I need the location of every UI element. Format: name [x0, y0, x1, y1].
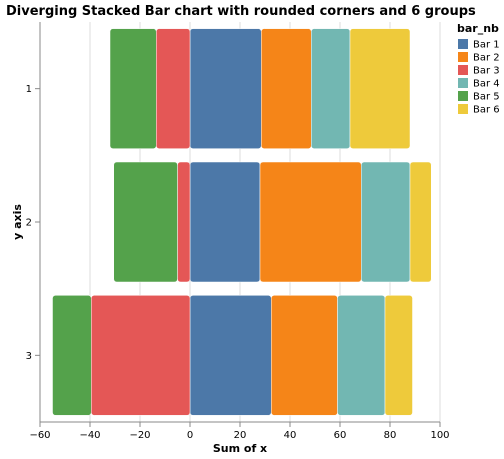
x-tick-label: −60 [29, 430, 50, 441]
y-axis-title: y axis [11, 204, 24, 240]
y-axis: 1 2 3 [26, 22, 41, 422]
legend-label: Bar 6 [473, 105, 500, 116]
legend-swatch [458, 39, 468, 49]
bar-bar-2-category-1 [261, 28, 312, 149]
legend-title: bar_nb [457, 22, 499, 35]
bar-bar-2-category-3 [271, 295, 338, 416]
bar-bar-5-category-2 [113, 161, 178, 283]
x-tick-label: 100 [430, 430, 449, 441]
bar-bar-3-category-3 [91, 295, 191, 416]
x-tick-label: 40 [284, 430, 297, 441]
x-tick-label: 60 [334, 430, 347, 441]
legend-swatch [458, 91, 468, 101]
legend-swatch [458, 65, 468, 75]
bar-bar-6-category-1 [349, 28, 411, 149]
legend-label: Bar 3 [473, 66, 500, 77]
bars [52, 28, 432, 416]
x-axis-title: Sum of x [213, 442, 267, 455]
bar-bar-4-category-3 [337, 295, 386, 416]
x-axis: −60 −40 −20 0 20 40 60 80 100 [29, 421, 450, 441]
x-tick-label: 80 [384, 430, 397, 441]
bar-bar-5-category-3 [52, 295, 92, 416]
bar-bar-3-category-2 [177, 161, 191, 283]
bar-bar-5-category-1 [109, 28, 157, 149]
bar-bar-1-category-2 [189, 161, 261, 283]
bar-bar-2-category-2 [259, 161, 362, 283]
legend: bar_nb Bar 1 Bar 2 Bar 3 Bar 4 Bar 5 Bar 6 [457, 22, 500, 116]
y-tick-label: 3 [26, 351, 32, 362]
x-tick-label: −40 [79, 430, 100, 441]
bar-bar-1-category-1 [189, 28, 262, 149]
legend-swatch [458, 104, 468, 114]
bar-bar-3-category-1 [156, 28, 191, 149]
bar-bar-6-category-3 [384, 295, 413, 416]
legend-swatch [458, 78, 468, 88]
legend-label: Bar 4 [473, 79, 500, 90]
x-tick-label: 0 [187, 430, 193, 441]
legend-label: Bar 1 [473, 40, 500, 51]
bar-bar-4-category-1 [311, 28, 351, 149]
y-tick-label: 1 [26, 84, 32, 95]
chart-title: Diverging Stacked Bar chart with rounded… [6, 4, 476, 19]
legend-swatch [458, 52, 468, 62]
bar-bar-4-category-2 [361, 161, 411, 283]
y-tick-label: 2 [26, 218, 32, 229]
bar-bar-6-category-2 [409, 161, 432, 283]
x-tick-label: 20 [234, 430, 247, 441]
x-tick-label: −20 [129, 430, 150, 441]
bar-bar-1-category-3 [189, 295, 272, 416]
legend-label: Bar 5 [473, 92, 500, 103]
legend-label: Bar 2 [473, 53, 500, 64]
